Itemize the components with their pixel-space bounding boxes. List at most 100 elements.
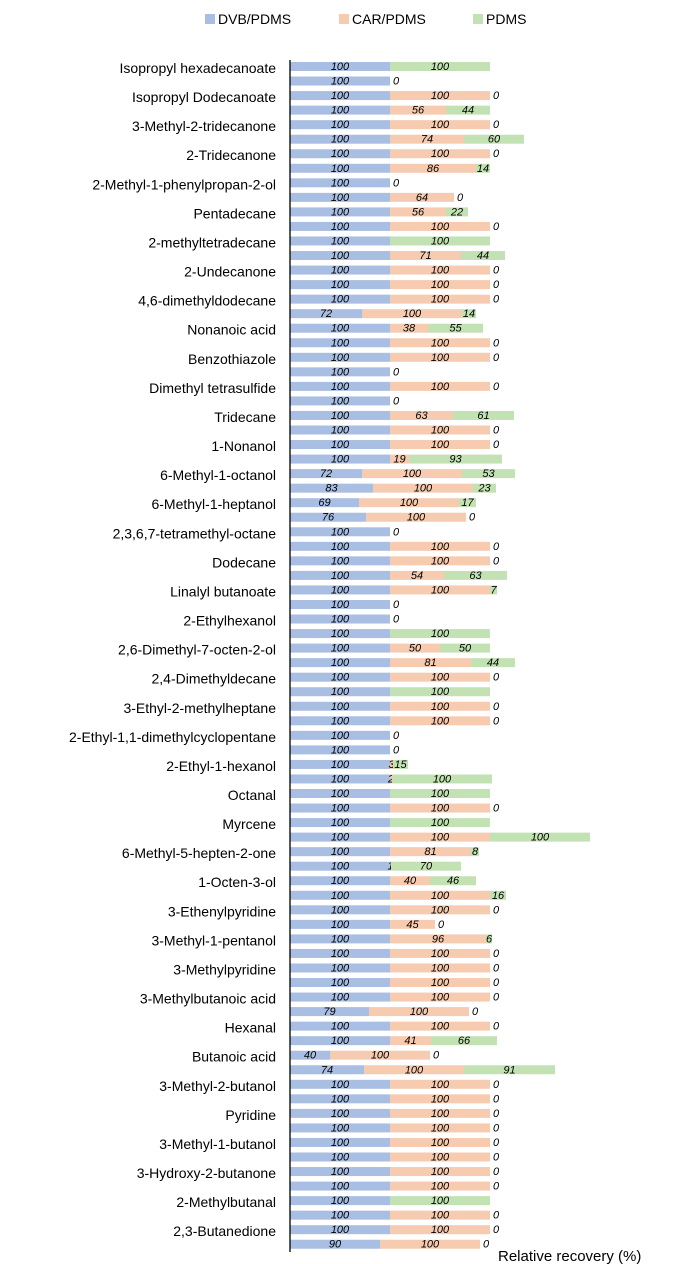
- category-label: 2-Ethyl-1,1-dimethylcyclopentane: [69, 729, 276, 745]
- category-label: 2-Methyl-1-phenylpropan-2-ol: [92, 176, 276, 192]
- bar-segment-dvb-pdms: [290, 672, 390, 682]
- bar-segment-car-pdms: [390, 454, 409, 464]
- legend-swatch-car-pdms: [339, 14, 349, 24]
- bar-segment-car-pdms: [390, 192, 454, 202]
- data-label-pdms: 17: [461, 497, 474, 509]
- data-label-dvb-pdms: 100: [331, 584, 350, 596]
- bar-segment-dvb-pdms: [290, 599, 390, 609]
- data-label-car-pdms: 100: [410, 1006, 429, 1018]
- data-label-dvb-pdms: 100: [331, 715, 350, 727]
- bar-segment-car-pdms: [390, 1152, 490, 1162]
- data-label-pdms: 0: [493, 555, 500, 567]
- data-label-car-pdms: 100: [431, 1166, 450, 1178]
- data-label-car-pdms: 56: [412, 105, 425, 117]
- bar-segment-dvb-pdms: [290, 687, 390, 697]
- category-label: 6-Methyl-5-hepten-2-one: [122, 845, 276, 861]
- bar-segment-pdms: [473, 483, 496, 493]
- bar-segment-dvb-pdms: [290, 614, 390, 624]
- bar-segment-dvb-pdms: [290, 410, 390, 420]
- data-label-car-pdms: 100: [431, 1021, 450, 1033]
- bar-segment-car-pdms: [390, 91, 490, 101]
- data-label-pdms: 44: [462, 105, 474, 117]
- data-label-dvb-pdms: 100: [331, 76, 350, 88]
- bar-segment-car-pdms: [390, 803, 490, 813]
- data-label-car-pdms: 100: [414, 483, 433, 495]
- bar-segment-dvb-pdms: [290, 440, 390, 450]
- data-label-pdms: 44: [477, 250, 489, 262]
- data-label-pdms: 0: [493, 803, 500, 815]
- bar-segment-car-pdms: [390, 1036, 431, 1046]
- bar-segment-car-pdms: [390, 541, 490, 551]
- bar-segment-car-pdms: [390, 1225, 490, 1235]
- bar-segment-car-pdms: [390, 1167, 490, 1177]
- data-label-dvb-pdms: 100: [331, 366, 350, 378]
- bar-segment-car-pdms: [390, 1021, 490, 1031]
- bar-segment-car-pdms: [390, 934, 486, 944]
- data-label-dvb-pdms: 100: [331, 832, 350, 844]
- bar-segment-dvb-pdms: [290, 527, 390, 537]
- data-label-pdms: 100: [433, 773, 452, 785]
- legend-label-car-pdms: CAR/PDMS: [352, 11, 426, 27]
- data-label-pdms: 46: [447, 875, 460, 887]
- data-label-car-pdms: 100: [431, 1122, 450, 1134]
- data-label-dvb-pdms: 100: [331, 90, 350, 102]
- bar-segment-car-pdms: [390, 207, 446, 217]
- data-label-pdms: 14: [463, 308, 475, 320]
- data-label-car-pdms: 50: [409, 643, 422, 655]
- data-label-pdms: 0: [493, 294, 500, 306]
- bar-segment-car-pdms: [364, 1065, 464, 1075]
- data-label-car-pdms: 100: [431, 425, 450, 437]
- category-label: Hexanal: [225, 1020, 276, 1036]
- data-label-car-pdms: 100: [431, 1079, 450, 1091]
- category-label: Benzothiazole: [188, 351, 276, 367]
- data-label-dvb-pdms: 100: [331, 904, 350, 916]
- data-label-pdms: 0: [493, 1021, 500, 1033]
- data-label-car-pdms: 100: [431, 1152, 450, 1164]
- bar-segment-car-pdms: [390, 410, 453, 420]
- bar-segment-dvb-pdms: [290, 890, 390, 900]
- data-label-pdms: 0: [493, 701, 500, 713]
- data-label-pdms: 91: [503, 1064, 515, 1076]
- bar-segment-car-pdms: [390, 440, 490, 450]
- data-label-car-pdms: 0: [393, 395, 400, 407]
- bar-segment-car-pdms: [390, 251, 461, 261]
- bar-segment-dvb-pdms: [290, 338, 390, 348]
- bar-segment-dvb-pdms: [290, 1079, 390, 1089]
- bar-segment-pdms: [393, 759, 408, 769]
- data-label-pdms: 0: [483, 1239, 490, 1251]
- data-label-pdms: 50: [459, 643, 472, 655]
- data-label-dvb-pdms: 72: [320, 468, 332, 480]
- bar-segment-dvb-pdms: [290, 759, 390, 769]
- data-label-pdms: 0: [493, 90, 500, 102]
- data-label-pdms: 0: [493, 148, 500, 160]
- category-label: Dodecane: [212, 554, 276, 570]
- data-label-dvb-pdms: 100: [331, 977, 350, 989]
- bar-segment-dvb-pdms: [290, 381, 390, 391]
- data-label-pdms: 0: [493, 1210, 500, 1222]
- data-label-dvb-pdms: 100: [331, 890, 350, 902]
- data-label-dvb-pdms: 100: [331, 773, 350, 785]
- data-label-pdms: 0: [493, 1166, 500, 1178]
- bar-segment-dvb-pdms: [290, 62, 390, 71]
- category-label: 3-Methyl-1-pentanol: [151, 932, 276, 948]
- data-label-dvb-pdms: 100: [331, 1093, 350, 1105]
- data-label-pdms: 0: [493, 1181, 500, 1193]
- data-label-car-pdms: 100: [405, 1064, 424, 1076]
- data-label-dvb-pdms: 100: [331, 163, 350, 175]
- legend-label-pdms: PDMS: [486, 11, 526, 27]
- data-label-car-pdms: 100: [403, 468, 422, 480]
- bar-segment-pdms: [392, 774, 492, 784]
- data-label-car-pdms: 100: [431, 1108, 450, 1120]
- category-label: 2,3-Butanedione: [173, 1223, 276, 1239]
- data-label-dvb-pdms: 100: [331, 1137, 350, 1149]
- bar-segment-pdms: [471, 658, 515, 668]
- data-label-dvb-pdms: 100: [331, 730, 350, 742]
- bar-segment-dvb-pdms: [290, 1007, 369, 1017]
- data-label-car-pdms: 100: [431, 279, 450, 291]
- data-label-pdms: 63: [469, 570, 482, 582]
- data-label-car-pdms: 100: [431, 962, 450, 974]
- data-label-pdms: 66: [458, 1035, 471, 1047]
- data-label-pdms: 0: [493, 962, 500, 974]
- data-label-dvb-pdms: 100: [331, 1224, 350, 1236]
- data-label-car-pdms: 1: [387, 861, 393, 873]
